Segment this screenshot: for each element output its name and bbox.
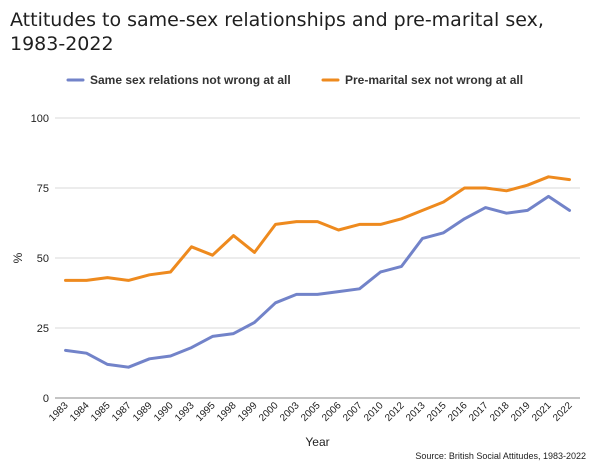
x-tick-label: 1987 [110,400,134,424]
x-tick-label: 2022 [551,400,575,424]
x-tick-label: 1984 [68,400,92,424]
x-tick-label: 2016 [446,400,470,424]
x-axis-label: Year [305,435,329,449]
x-tick-label: 1999 [236,400,260,424]
series-lines [64,175,571,369]
y-tick-label: 100 [31,113,49,125]
x-tick-label: 2015 [425,400,449,424]
source-note: Source: British Social Attitudes, 1983-2… [415,451,586,461]
x-tick-label: 2013 [404,400,428,424]
x-tick-label: 2017 [467,400,491,424]
x-tick-label: 2007 [341,400,365,424]
x-tick-label: 2018 [488,400,512,424]
x-tick-label: 2012 [383,400,407,424]
x-axis-ticks: 1983198419851987198919901993199519981999… [47,400,575,424]
x-tick-label: 2005 [299,400,323,424]
legend-label-1: Pre-marital sex not wrong at all [345,73,523,87]
y-tick-label: 75 [37,183,49,195]
x-tick-label: 1985 [89,400,113,424]
legend: Same sex relations not wrong at all Pre-m… [66,73,523,87]
x-tick-label: 2000 [257,400,281,424]
x-tick-label: 1995 [194,400,218,424]
x-tick-label: 1998 [215,400,239,424]
y-axis-label: % [11,252,25,263]
chart-title: Attitudes to same-sex relationships and … [10,9,544,55]
x-tick-label: 1989 [131,400,155,424]
x-tick-label: 2006 [320,400,344,424]
x-tick-label: 2021 [530,400,554,424]
x-tick-label: 1993 [173,400,197,424]
y-tick-label: 50 [37,253,49,265]
gridlines [55,117,580,399]
x-tick-label: 2019 [509,400,533,424]
x-tick-label: 1990 [152,400,176,424]
legend-label-0: Same sex relations not wrong at all [90,73,291,87]
x-tick-label: 2003 [278,400,302,424]
y-tick-label: 0 [43,393,49,405]
y-tick-label: 25 [37,323,49,335]
y-axis-ticks: 0 25 50 75 100 [31,113,49,405]
x-tick-label: 1983 [47,400,71,424]
series-line-1 [64,175,571,282]
x-tick-label: 2010 [362,400,386,424]
series-line-0 [64,194,571,369]
